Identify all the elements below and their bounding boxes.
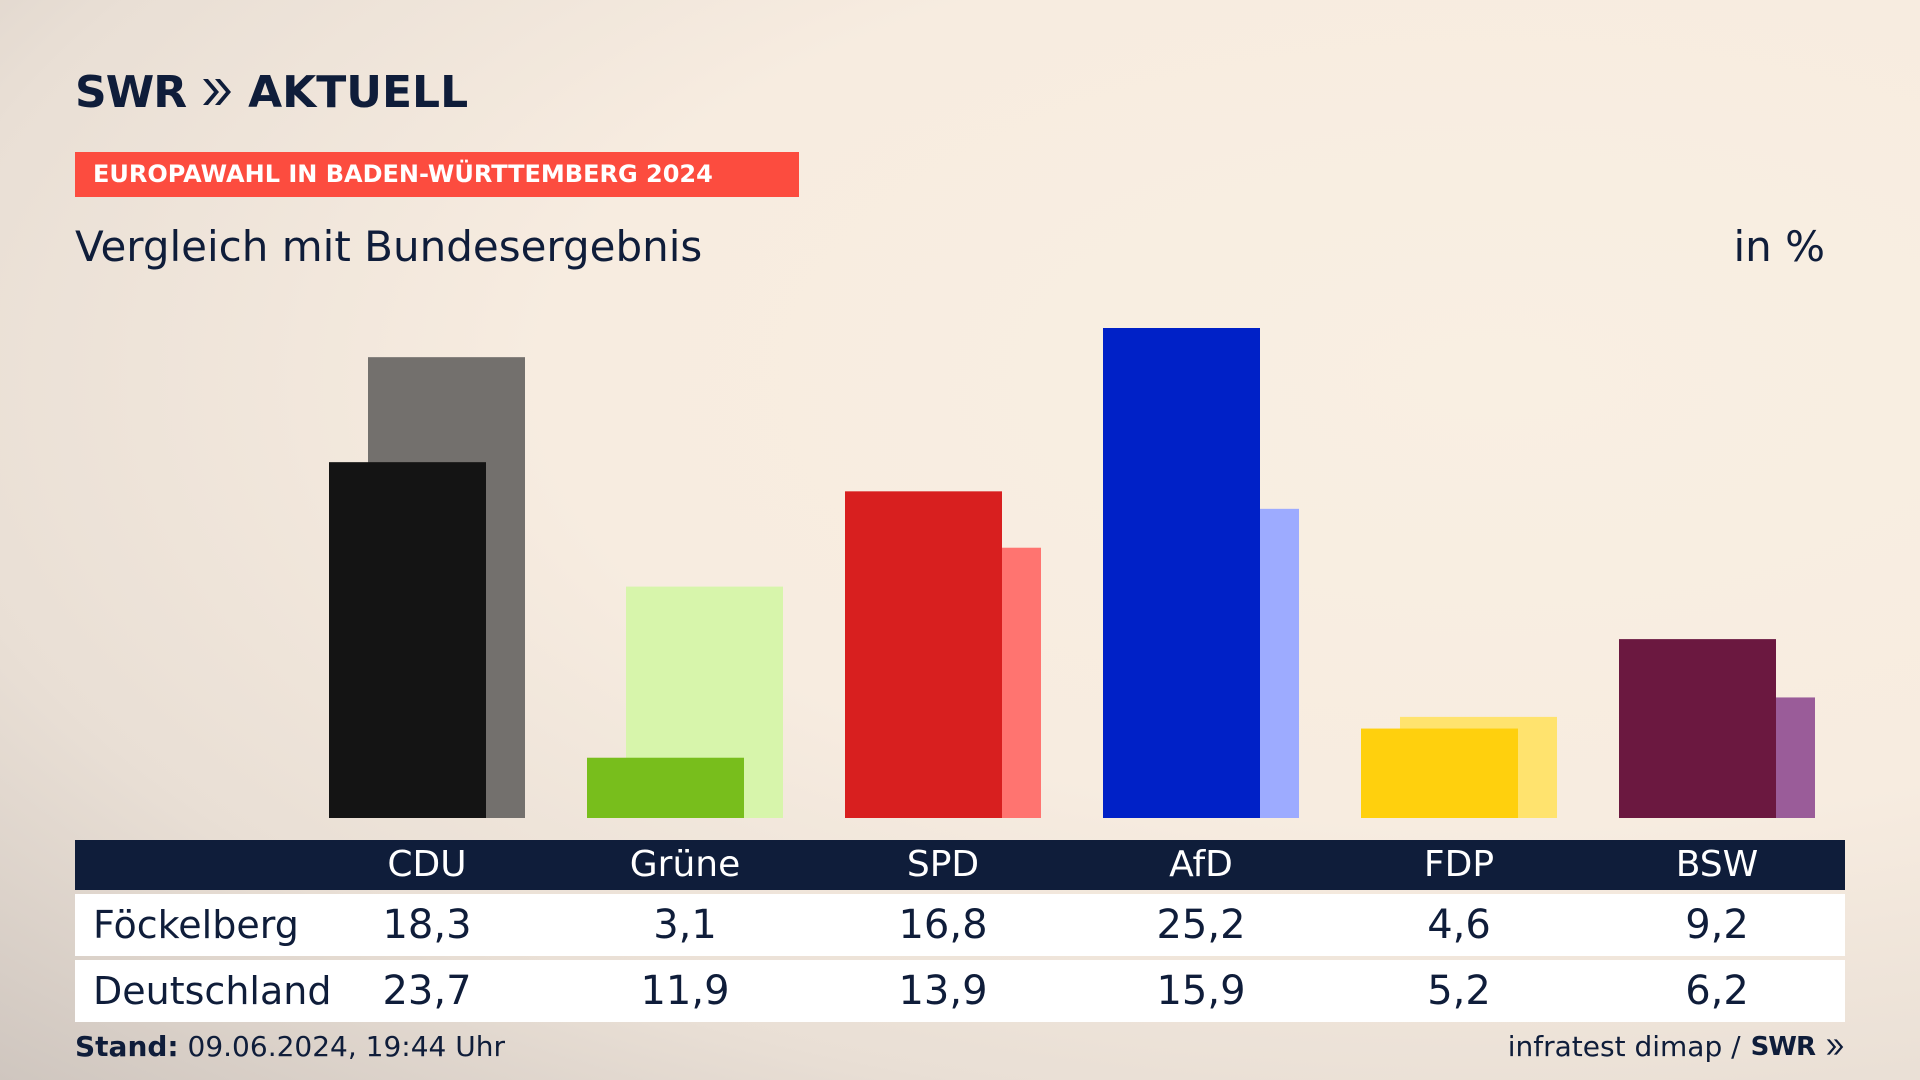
column-header-fdp: FDP (1423, 844, 1495, 885)
bar-foeckelberg-bsw (1619, 639, 1776, 818)
column-header-spd: SPD (906, 844, 980, 885)
bar-foeckelberg-cdu (329, 462, 486, 818)
bar-foeckelberg-fdp (1361, 728, 1518, 818)
row-label: Deutschland (93, 969, 332, 1013)
value-cell-bsw: 6,2 (1685, 968, 1749, 1014)
stand-label: Stand: (75, 1030, 179, 1063)
value-cell-bsw: 9,2 (1685, 902, 1749, 948)
stand-value: 09.06.2024, 19:44 Uhr (187, 1030, 505, 1063)
table-header: CDU Grüne SPD AfD FDP BSW (75, 840, 1845, 890)
source-text: infratest dimap / (1507, 1030, 1741, 1063)
row-label: Föckelberg (93, 903, 299, 947)
swr-aktuell-logo: SWR AKTUELL (75, 66, 469, 118)
bar-foeckelberg-spd (845, 491, 1002, 818)
value-cell-spd: 16,8 (898, 902, 988, 948)
value-cell-cdu: 23,7 (382, 968, 472, 1014)
value-cell-afd: 15,9 (1156, 968, 1246, 1014)
source-brand: SWR (1750, 1031, 1816, 1062)
results-table: CDU Grüne SPD AfD FDP BSW Föckelberg 18,3 3,1 1… (75, 840, 1845, 1022)
unit-label: in % (1733, 222, 1825, 271)
column-header-grüne: Grüne (629, 844, 741, 885)
value-cell-grüne: 3,1 (653, 902, 717, 948)
bar-foeckelberg-grüne (587, 757, 744, 818)
table-row-deutschland: Deutschland 23,7 11,9 13,9 15,9 5,2 6,2 (75, 960, 1845, 1022)
kicker-banner: EUROPAWAHL IN BADEN-WÜRTTEMBERG 2024 (75, 152, 799, 197)
logo-section: AKTUELL (248, 66, 469, 118)
chart-subtitle: Vergleich mit Bundesergebnis (75, 222, 703, 271)
value-cell-fdp: 5,2 (1427, 968, 1491, 1014)
source-credit: infratest dimap / SWR (1508, 1030, 1845, 1063)
value-cell-afd: 25,2 (1156, 902, 1246, 948)
table-row-foeckelberg: Föckelberg 18,3 3,1 16,8 25,2 4,6 9,2 (75, 894, 1845, 956)
double-chevron-icon (1826, 1038, 1844, 1055)
timestamp: Stand: 09.06.2024, 19:44 Uhr (75, 1030, 505, 1063)
value-cell-cdu: 18,3 (382, 902, 472, 948)
logo-brand: SWR (75, 66, 187, 118)
column-header-bsw: BSW (1675, 844, 1759, 885)
double-chevron-icon (200, 75, 234, 109)
column-header-cdu: CDU (387, 844, 467, 885)
column-header-afd: AfD (1169, 844, 1233, 885)
value-cell-fdp: 4,6 (1427, 902, 1491, 948)
value-cell-grüne: 11,9 (640, 968, 730, 1014)
bar-foeckelberg-afd (1103, 328, 1260, 818)
value-cell-spd: 13,9 (898, 968, 988, 1014)
